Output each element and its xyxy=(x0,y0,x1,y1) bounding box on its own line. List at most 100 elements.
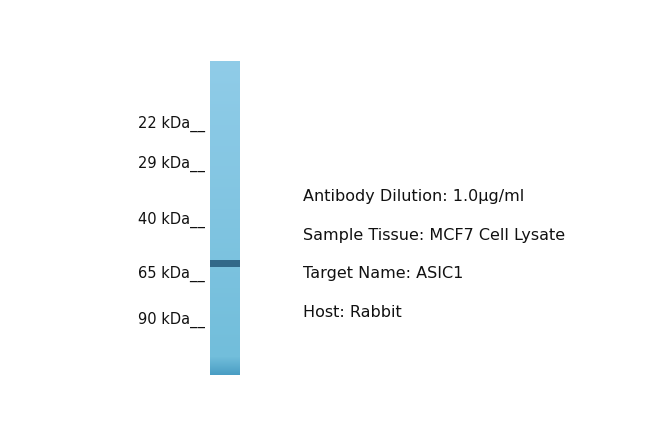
Bar xyxy=(210,104,240,106)
Bar xyxy=(210,84,240,86)
Bar xyxy=(210,71,240,72)
Bar xyxy=(210,199,240,201)
Bar xyxy=(210,288,240,290)
Bar xyxy=(210,178,240,180)
Bar xyxy=(210,80,240,82)
Bar xyxy=(210,372,240,373)
Bar xyxy=(210,134,240,136)
Bar xyxy=(210,100,240,102)
Bar xyxy=(210,150,240,152)
Bar xyxy=(210,225,240,227)
Bar xyxy=(210,283,240,284)
Bar xyxy=(210,106,240,108)
Bar xyxy=(210,273,240,275)
Bar xyxy=(210,292,240,294)
Bar xyxy=(210,83,240,85)
Bar xyxy=(210,194,240,196)
Bar xyxy=(210,177,240,179)
Bar xyxy=(210,365,240,367)
Bar xyxy=(210,335,240,337)
Bar xyxy=(210,118,240,120)
Bar xyxy=(210,133,240,135)
Bar xyxy=(210,359,240,361)
Bar xyxy=(210,90,240,91)
Bar xyxy=(210,168,240,170)
Bar xyxy=(210,184,240,186)
Bar xyxy=(210,63,240,65)
Bar xyxy=(210,222,240,224)
Bar xyxy=(210,236,240,237)
Bar xyxy=(210,119,240,120)
Bar xyxy=(210,110,240,111)
Bar xyxy=(210,227,240,229)
Bar xyxy=(210,156,240,158)
Text: 65 kDa__: 65 kDa__ xyxy=(138,265,205,282)
Bar xyxy=(210,82,240,84)
Bar xyxy=(210,296,240,298)
Bar xyxy=(210,211,240,213)
Bar xyxy=(210,67,240,68)
Bar xyxy=(210,148,240,150)
Bar xyxy=(210,267,240,269)
Bar xyxy=(210,70,240,71)
Bar xyxy=(210,278,240,280)
Bar xyxy=(210,241,240,242)
Bar xyxy=(210,361,240,363)
Bar xyxy=(210,170,240,171)
Bar xyxy=(210,128,240,130)
Bar xyxy=(210,321,240,323)
Bar xyxy=(210,176,240,178)
Bar xyxy=(210,318,240,320)
Bar xyxy=(210,286,240,288)
Bar xyxy=(210,240,240,242)
Bar xyxy=(210,303,240,304)
Bar xyxy=(210,269,240,271)
Bar xyxy=(210,110,240,112)
Bar xyxy=(210,90,240,92)
Bar xyxy=(210,346,240,348)
Bar xyxy=(210,201,240,203)
Text: 90 kDa__: 90 kDa__ xyxy=(138,312,205,329)
Bar xyxy=(210,234,240,236)
Text: Target Name: ASIC1: Target Name: ASIC1 xyxy=(303,266,463,281)
Bar xyxy=(210,94,240,95)
Bar xyxy=(210,349,240,351)
Bar xyxy=(210,209,240,210)
Bar xyxy=(210,255,240,256)
Bar xyxy=(210,265,240,267)
Bar xyxy=(210,184,240,185)
Bar xyxy=(210,187,240,188)
Bar xyxy=(210,301,240,303)
Bar xyxy=(210,212,240,213)
Bar xyxy=(210,121,240,123)
Bar xyxy=(210,315,240,317)
Bar xyxy=(210,308,240,310)
Bar xyxy=(210,354,240,355)
Bar xyxy=(210,98,240,100)
Bar xyxy=(210,364,240,366)
Bar xyxy=(210,172,240,174)
Bar xyxy=(210,295,240,297)
Bar xyxy=(210,221,240,223)
Bar xyxy=(210,304,240,305)
Bar xyxy=(210,343,240,345)
Bar xyxy=(210,126,240,128)
Bar xyxy=(210,111,240,113)
Bar xyxy=(210,226,240,228)
Bar xyxy=(210,214,240,216)
Bar xyxy=(210,373,240,374)
Bar xyxy=(210,93,240,94)
Bar xyxy=(210,260,240,262)
Bar xyxy=(210,314,240,316)
Bar xyxy=(210,238,240,239)
Bar xyxy=(210,95,240,97)
Bar xyxy=(210,224,240,226)
Bar xyxy=(210,76,240,78)
Bar xyxy=(210,243,240,245)
Bar xyxy=(210,270,240,272)
Bar xyxy=(210,358,240,360)
Bar xyxy=(210,319,240,321)
Bar xyxy=(210,144,240,145)
Bar xyxy=(210,326,240,327)
Bar xyxy=(210,306,240,307)
